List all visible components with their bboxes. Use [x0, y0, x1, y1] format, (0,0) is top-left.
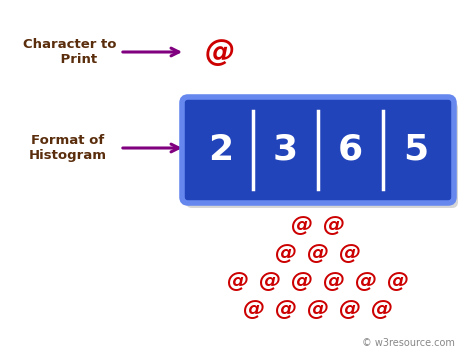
FancyBboxPatch shape [182, 97, 454, 203]
Text: @: @ [323, 271, 345, 291]
Text: @: @ [275, 299, 297, 319]
Text: @: @ [243, 299, 265, 319]
Text: @: @ [339, 243, 361, 263]
FancyBboxPatch shape [186, 102, 458, 208]
Text: @: @ [291, 271, 313, 291]
Text: 2: 2 [208, 133, 233, 167]
Text: @: @ [371, 299, 393, 319]
Text: 6: 6 [338, 133, 363, 167]
Text: Format of
Histogram: Format of Histogram [29, 134, 107, 162]
Text: @: @ [387, 271, 409, 291]
Text: @: @ [307, 299, 329, 319]
Text: @: @ [227, 271, 249, 291]
Text: @: @ [291, 215, 313, 235]
Text: @: @ [339, 299, 361, 319]
Text: @: @ [259, 271, 281, 291]
Text: © w3resource.com: © w3resource.com [362, 338, 455, 348]
Text: @: @ [355, 271, 377, 291]
Text: @: @ [307, 243, 329, 263]
Text: @: @ [205, 38, 235, 67]
Text: Character to
    Print: Character to Print [23, 38, 117, 66]
Text: @: @ [275, 243, 297, 263]
Text: 3: 3 [273, 133, 298, 167]
Text: 5: 5 [403, 133, 428, 167]
Text: @: @ [323, 215, 345, 235]
